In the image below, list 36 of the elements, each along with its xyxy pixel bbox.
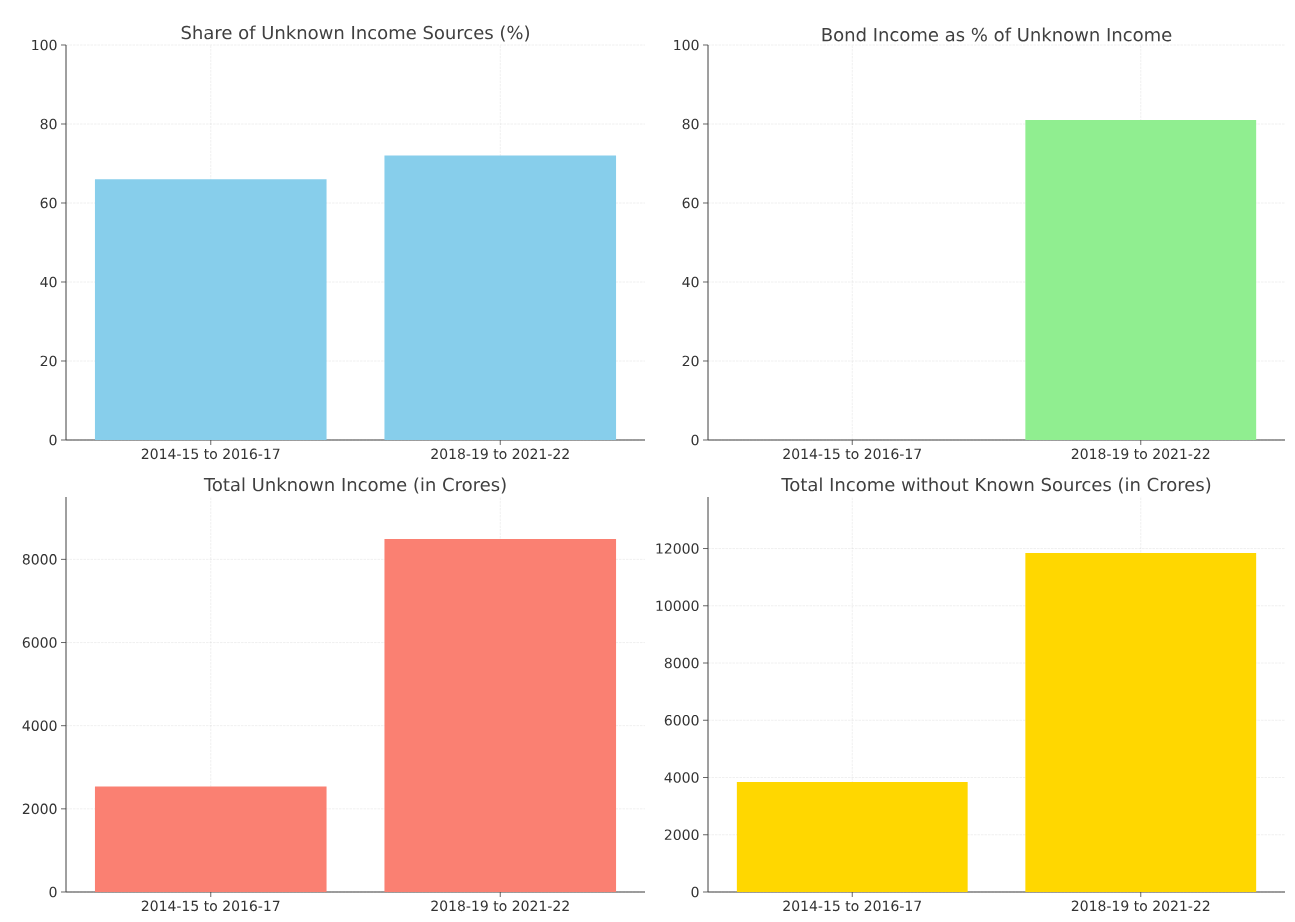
x-tick-label: 2018-19 to 2021-22 xyxy=(431,900,569,912)
y-tick-label: 10000 xyxy=(656,600,699,612)
chart-title: Share of Unknown Income Sources (%) xyxy=(181,25,529,42)
y-tick-label: 60 xyxy=(40,197,57,209)
y-tick-label: 60 xyxy=(682,197,699,209)
y-tick-label: 8000 xyxy=(664,657,699,669)
y-tick-label: 6000 xyxy=(664,714,699,726)
x-tick-label: 2018-19 to 2021-22 xyxy=(431,448,569,460)
y-tick-label: 20 xyxy=(40,355,57,367)
y-tick-label: 80 xyxy=(40,118,57,130)
y-tick-label: 0 xyxy=(691,434,699,446)
x-tick-label: 2014-15 to 2016-17 xyxy=(783,448,921,460)
x-tick-label: 2014-15 to 2016-17 xyxy=(141,448,280,460)
y-tick-label: 2000 xyxy=(664,829,699,841)
x-tick-label: 2018-19 to 2021-22 xyxy=(1071,900,1210,912)
y-tick-label: 8000 xyxy=(22,554,57,565)
y-tick-label: 12000 xyxy=(656,543,699,554)
x-tick-label: 2014-15 to 2016-17 xyxy=(141,900,280,912)
y-tick-label: 80 xyxy=(682,118,699,130)
y-tick-label: 2000 xyxy=(22,803,57,815)
y-tick-label: 40 xyxy=(682,276,699,288)
x-tick-label: 2014-15 to 2016-17 xyxy=(783,900,921,912)
y-tick-label: 4000 xyxy=(22,720,57,731)
chart-title: Bond Income as % of Unknown Income xyxy=(822,27,1172,42)
y-tick-label: 100 xyxy=(32,39,57,51)
y-tick-label: 100 xyxy=(674,39,699,51)
y-tick-label: 4000 xyxy=(664,772,699,783)
y-tick-label: 0 xyxy=(691,886,699,898)
y-tick-label: 0 xyxy=(49,886,57,898)
y-tick-label: 0 xyxy=(49,434,57,446)
chart-title: Total Unknown Income (in Crores) xyxy=(203,477,506,494)
x-tick-label: 2018-19 to 2021-22 xyxy=(1071,448,1210,460)
y-tick-label: 6000 xyxy=(22,637,57,648)
y-tick-label: 40 xyxy=(40,276,57,288)
y-tick-label: 20 xyxy=(682,355,699,367)
chart-title: Total Income without Known Sources (in Crores) xyxy=(781,477,1211,494)
